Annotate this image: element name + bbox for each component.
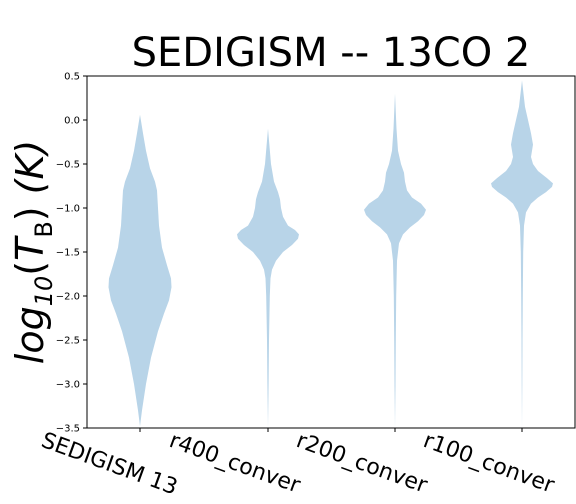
y-tick-label: 0.0	[64, 116, 80, 127]
y-tick-label: −2.5	[56, 336, 80, 347]
plot-frame	[86, 75, 576, 429]
violin-2	[237, 128, 299, 429]
chart-title: SEDIGISM -- 13CO 2	[132, 30, 531, 76]
y-tick-label: −3.0	[56, 380, 80, 391]
y-axis: 0.5 0.0 −0.5 −1.0 −1.5 −2.0 −2.5 −3.0 −3.5	[56, 72, 87, 435]
y-tick-label: −2.0	[56, 292, 80, 303]
y-axis-label: log10(TB) (K)	[8, 140, 58, 364]
ylabel-open-paren: (	[8, 261, 52, 276]
x-category-label: r100_conver	[420, 428, 558, 499]
x-category-label: r400_conver	[166, 428, 304, 499]
x-axis: SEDIGISM 13r400_converr200_converr100_co…	[38, 428, 558, 500]
y-tick-label: −3.5	[56, 424, 80, 435]
ylabel-variable-subscript: B	[30, 221, 58, 237]
ylabel-unit: (K)	[8, 140, 52, 195]
y-tick-label: −0.5	[56, 160, 80, 171]
ylabel-func: log	[8, 306, 52, 364]
svg-text:log10(TB)(K): log10(TB) (K)	[8, 140, 58, 364]
x-category-label: r200_conver	[293, 428, 431, 499]
violin-3	[364, 93, 426, 428]
y-tick-label: 0.5	[64, 72, 80, 83]
ylabel-variable: T	[8, 235, 52, 261]
ylabel-func-subscript: 10	[30, 276, 58, 307]
violins-layer	[108, 80, 553, 429]
violin-1	[108, 114, 172, 427]
ylabel-close-paren: )	[8, 206, 52, 221]
y-tick-label: −1.5	[56, 248, 80, 259]
violin-4	[491, 80, 553, 429]
y-tick-label: −1.0	[56, 204, 80, 215]
x-category-label: SEDIGISM 13	[38, 428, 181, 500]
